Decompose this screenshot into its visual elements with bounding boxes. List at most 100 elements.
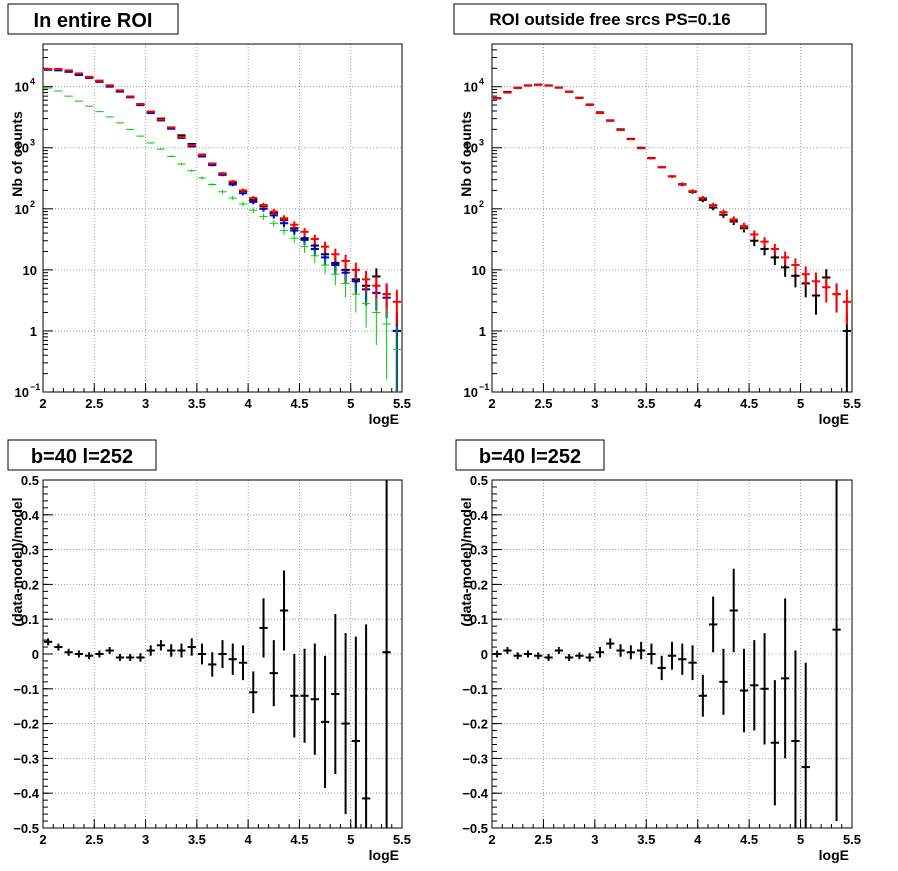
data-point — [136, 103, 145, 106]
data-point — [842, 289, 851, 325]
data-point — [115, 90, 125, 93]
y-tick-exponent: 2 — [30, 199, 35, 209]
data-point — [44, 87, 53, 89]
y-tick-label: 1 — [479, 324, 486, 339]
y-tick-label: −0.5 — [13, 821, 39, 836]
data-point — [228, 643, 237, 675]
data-point — [626, 645, 635, 660]
data-point — [382, 480, 391, 828]
data-point — [565, 90, 574, 93]
data-point — [554, 86, 563, 89]
data-point — [197, 154, 207, 157]
data-point — [719, 209, 728, 216]
data-point — [331, 613, 340, 775]
data-point — [85, 652, 94, 660]
data-point — [320, 258, 330, 275]
y-tick-label: −0.4 — [13, 786, 39, 801]
data-point — [709, 202, 718, 208]
x-tick-label: 2.5 — [534, 832, 552, 847]
data-point — [228, 179, 237, 184]
data-point — [361, 291, 371, 328]
data-point — [392, 289, 401, 325]
data-point — [279, 226, 289, 235]
y-tick-label: −0.3 — [462, 751, 488, 766]
data-point — [238, 188, 248, 193]
data-point — [310, 643, 319, 755]
data-point — [64, 95, 73, 97]
plot-frame — [491, 43, 853, 393]
data-point — [85, 105, 94, 107]
data-point — [300, 241, 309, 253]
y-tick-label: −0.2 — [13, 717, 39, 732]
x-tick-label: 3 — [591, 396, 598, 411]
data-point — [698, 674, 707, 717]
data-point — [146, 112, 155, 115]
data-point — [657, 166, 666, 169]
data-point — [197, 643, 207, 665]
y-tick-label: 10 — [464, 141, 478, 156]
data-point — [351, 283, 360, 313]
series-0 — [493, 480, 841, 828]
data-point — [503, 91, 512, 94]
data-point — [811, 272, 821, 295]
y-tick-label: −0.2 — [462, 717, 488, 732]
x-tick-label: 5 — [797, 396, 804, 411]
data-point — [372, 276, 381, 301]
data-point — [372, 298, 381, 346]
data-point — [74, 650, 84, 658]
x-tick-label: 2 — [39, 832, 46, 847]
data-point — [791, 258, 800, 275]
data-point — [320, 655, 330, 788]
data-point — [585, 104, 594, 107]
data-point — [770, 243, 779, 256]
x-tick-label: 5 — [347, 396, 354, 411]
data-point — [688, 645, 697, 681]
data-point — [249, 199, 258, 205]
data-point — [678, 643, 687, 675]
data-point — [44, 638, 53, 646]
x-tick-label: 5.5 — [843, 832, 861, 847]
x-tick-label: 5.5 — [393, 832, 411, 847]
data-point — [709, 596, 718, 653]
x-tick-label: 3.5 — [188, 832, 206, 847]
data-point — [269, 219, 278, 227]
x-tick-label: 2.5 — [85, 832, 103, 847]
data-point — [637, 641, 646, 660]
y-axis-label: Nb of counts — [458, 111, 474, 197]
data-point — [146, 110, 155, 113]
data-point — [249, 207, 258, 214]
data-point — [534, 652, 543, 660]
data-point — [544, 654, 553, 661]
data-point — [228, 195, 237, 201]
data-point — [523, 84, 533, 87]
data-point — [95, 650, 104, 658]
data-point — [177, 134, 186, 137]
data-point — [585, 653, 594, 662]
data-point — [606, 119, 615, 122]
x-tick-label: 4.5 — [290, 396, 308, 411]
data-point — [218, 172, 227, 175]
x-tick-label: 2 — [488, 832, 495, 847]
y-axis-label: Nb of counts — [9, 111, 25, 197]
y-tick-label: −0.5 — [462, 821, 488, 836]
x-axis-label: logE — [369, 411, 399, 427]
y-tick-label: −0.1 — [13, 682, 39, 697]
data-point — [74, 100, 84, 102]
panel-residuals-left: 2 2.5 3 3.5 4 4.5 5 5.5 0.5 0.4 0.3 0.2 0.1 0 −0.1 −0.2… — [7, 439, 411, 863]
data-point — [678, 182, 687, 186]
data-point — [842, 312, 851, 392]
data-point — [760, 237, 769, 248]
data-point — [126, 128, 135, 130]
y-tick-label: 10 — [15, 202, 29, 217]
data-point — [269, 640, 278, 707]
data-point — [503, 647, 512, 654]
data-point — [361, 270, 371, 292]
data-point — [167, 644, 176, 657]
data-point — [208, 182, 217, 187]
y-tick-label: −0.3 — [13, 751, 39, 766]
x-tick-label: 3 — [591, 832, 598, 847]
data-point — [187, 169, 196, 173]
